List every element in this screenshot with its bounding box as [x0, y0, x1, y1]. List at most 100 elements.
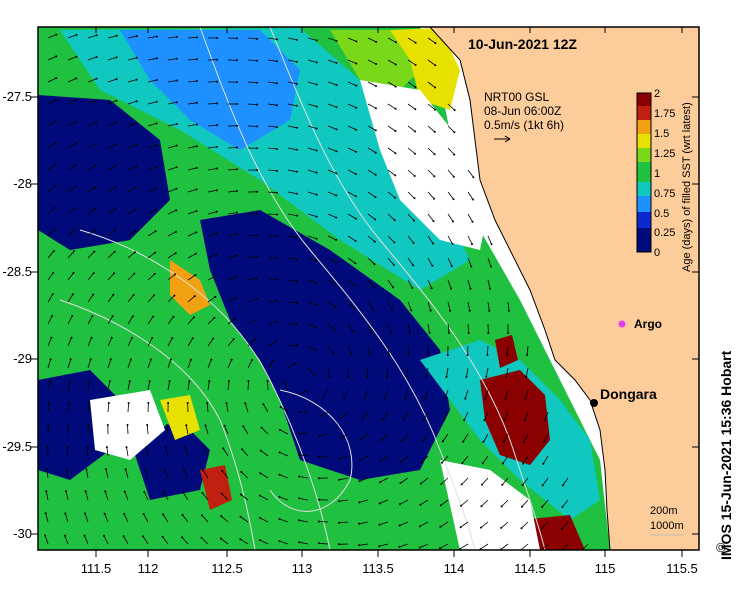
current-arrow-head	[253, 338, 256, 341]
current-arrow-head	[236, 59, 238, 62]
current-arrow-head	[471, 243, 473, 246]
current-arrow	[327, 213, 337, 218]
current-arrow	[447, 147, 455, 155]
current-arrow	[205, 425, 209, 435]
current-arrow-head	[276, 213, 278, 216]
current-arrow-head	[295, 192, 298, 195]
current-arrow	[339, 433, 349, 439]
current-arrow	[247, 339, 255, 347]
current-arrow-head	[188, 380, 191, 383]
current-arrow-head	[203, 446, 206, 449]
current-arrow	[107, 251, 115, 259]
current-arrow-head	[239, 493, 242, 496]
current-arrow	[467, 191, 474, 200]
current-arrow-head	[278, 451, 281, 454]
current-arrow	[387, 147, 396, 154]
current-arrow-head	[75, 33, 78, 36]
current-arrow-head	[103, 512, 106, 515]
colorbar-tick-label: 2	[654, 88, 660, 100]
current-arrow-head	[155, 79, 158, 81]
current-arrow-head	[389, 331, 392, 334]
current-arrow	[467, 323, 469, 334]
current-arrow-head	[361, 417, 364, 420]
current-arrow	[523, 433, 529, 443]
current-arrow	[399, 543, 409, 548]
current-arrow	[107, 78, 117, 83]
current-arrow-head	[480, 505, 483, 508]
current-arrow-head	[259, 449, 262, 452]
current-arrow-head	[450, 265, 453, 268]
current-arrow-head	[206, 402, 209, 404]
current-arrow-head	[134, 229, 137, 232]
current-arrow-head	[489, 265, 492, 268]
contour-line	[199, 27, 476, 550]
current-arrow-head	[74, 185, 77, 188]
current-arrow-head	[275, 299, 278, 302]
current-arrow	[87, 208, 96, 215]
current-arrow	[67, 99, 77, 105]
current-arrow	[259, 495, 269, 501]
current-arrow	[267, 300, 277, 303]
current-arrow	[480, 521, 489, 528]
current-arrow-head	[354, 195, 357, 198]
current-arrow	[67, 381, 71, 391]
current-arrow-head	[439, 525, 442, 528]
current-arrow	[327, 323, 336, 331]
current-arrow-head	[115, 143, 118, 146]
current-arrow	[47, 121, 57, 127]
current-arrow-head	[501, 462, 504, 465]
current-arrow	[87, 143, 97, 149]
current-arrow	[542, 455, 549, 464]
current-arrow	[107, 359, 112, 369]
current-arrow-head	[375, 85, 377, 88]
current-arrow-head	[343, 397, 345, 400]
current-arrow	[279, 452, 289, 457]
current-arrow-head	[45, 468, 48, 471]
current-arrow-head	[95, 77, 98, 80]
current-arrow	[307, 125, 317, 129]
current-arrow	[522, 455, 529, 464]
current-arrow-head	[315, 259, 318, 262]
colorbar-title: Age (days) of filled SST (wrt latest)	[681, 102, 693, 272]
current-arrow	[327, 147, 337, 152]
current-arrow-head	[53, 206, 56, 209]
depth-legend-1000m: 1000m	[650, 520, 684, 532]
current-arrow-head	[500, 505, 503, 508]
current-arrow-head	[115, 99, 118, 102]
current-arrow	[247, 213, 258, 215]
current-arrow	[401, 433, 409, 442]
current-arrow	[347, 257, 356, 264]
current-arrow	[399, 499, 409, 505]
current-arrow-head	[524, 397, 527, 400]
current-arrow-head	[407, 354, 410, 356]
current-arrow-head	[315, 326, 318, 329]
current-arrow	[387, 37, 397, 43]
current-arrow	[147, 381, 150, 391]
current-arrow-head	[75, 55, 78, 58]
current-arrow-head	[275, 60, 278, 63]
current-arrow	[287, 59, 297, 63]
current-arrow	[367, 257, 375, 265]
current-arrow	[207, 254, 217, 259]
current-arrow	[167, 359, 172, 369]
current-arrow	[387, 235, 395, 243]
current-arrow-head	[422, 418, 425, 421]
current-arrow	[143, 513, 149, 523]
current-arrow	[267, 37, 277, 40]
current-arrow	[47, 99, 57, 105]
current-arrow-head	[49, 358, 52, 361]
current-arrow-head	[135, 165, 138, 168]
current-arrow-head	[53, 228, 56, 231]
colorbar-tick-label: 0.75	[654, 188, 675, 200]
current-arrow-head	[172, 315, 175, 318]
current-arrow-head	[83, 534, 86, 537]
current-arrow-head	[414, 152, 416, 155]
current-arrow	[427, 81, 436, 88]
current-arrow	[147, 230, 156, 237]
current-arrow-head	[434, 108, 436, 111]
current-arrow	[520, 543, 529, 550]
current-arrow	[287, 363, 296, 369]
current-arrow-head	[181, 536, 184, 539]
current-arrow	[427, 125, 436, 133]
colorbar-tick-label: 0.25	[654, 227, 675, 239]
